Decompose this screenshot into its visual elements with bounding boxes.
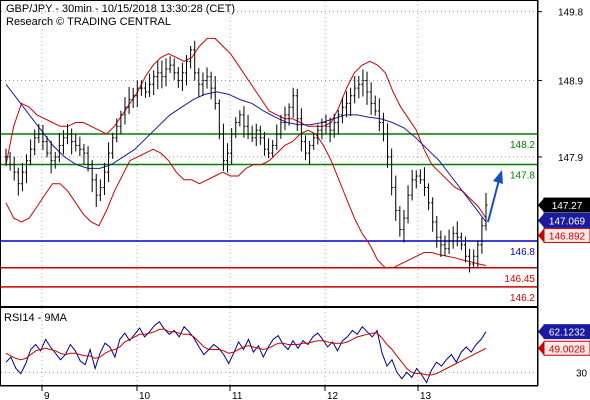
level-label-146.2: 146.2 xyxy=(510,293,535,304)
bollinger-lower-line xyxy=(5,129,487,269)
rsi-panel: RSI14 - 9MA xyxy=(0,307,538,386)
right-price-axis: 149.8 148.9 147.9 30 147.27 147.069 146.892 62.… xyxy=(537,0,590,386)
price-badge-label: 146.892 xyxy=(549,231,586,242)
time-tick-label: 11 xyxy=(232,391,243,400)
y-tick-label: 149.8 xyxy=(558,8,583,19)
time-tick-label: 12 xyxy=(327,391,339,400)
badge-pointer xyxy=(538,324,544,339)
time-axis: 9 10 11 12 13 xyxy=(0,385,538,400)
level-label-146.8: 146.8 xyxy=(510,247,535,258)
forecast-arrow-shaft xyxy=(487,179,500,223)
price-badge-label: 62.1232 xyxy=(549,328,586,339)
time-tick-label: 10 xyxy=(139,391,151,400)
level-lines: 148.2 147.8 146.8 146.45 146.2 xyxy=(1,133,537,304)
y-tick-label: 148.9 xyxy=(558,76,583,87)
badge-pointer xyxy=(538,341,544,356)
rsi-grid xyxy=(1,308,537,385)
level-label-148.2: 148.2 xyxy=(510,140,535,151)
price-panel: 148.2 147.8 146.8 146.45 146.2 GBP/JPY - 30m… xyxy=(0,0,538,307)
time-tick-label: 13 xyxy=(420,391,432,400)
rsi-ma-line xyxy=(5,328,487,376)
price-badge-label: 147.27 xyxy=(552,201,583,212)
price-bars xyxy=(4,40,488,273)
badge-pointer xyxy=(538,213,544,228)
bollinger-bands xyxy=(5,37,487,269)
rsi-tick-label: 30 xyxy=(576,368,588,379)
chart-title: GBP/JPY - 30min - 10/15/2018 13:30:28 (C… xyxy=(6,3,235,15)
price-badge xyxy=(543,197,590,213)
level-label-146.45: 146.45 xyxy=(504,274,535,285)
rsi-lines xyxy=(5,320,487,384)
price-badge xyxy=(543,324,590,340)
price-badge-label: 147.069 xyxy=(549,216,586,227)
level-label-147.8: 147.8 xyxy=(510,171,535,182)
price-badge-label: 49.0028 xyxy=(549,344,586,355)
moving-average-line xyxy=(5,83,487,223)
badge-pointer xyxy=(538,228,544,243)
forecast-arrow xyxy=(487,170,503,223)
price-badge xyxy=(543,227,590,243)
moving-average xyxy=(5,83,487,223)
chart-source: Research © TRADING CENTRAL xyxy=(6,16,171,28)
rsi-line xyxy=(5,320,487,384)
time-tick-label: 9 xyxy=(44,391,50,400)
price-badge xyxy=(543,340,590,356)
price-badge xyxy=(543,212,590,228)
badge-pointer xyxy=(538,198,544,213)
forecast-arrow-head xyxy=(493,170,503,184)
rsi-title: RSI14 - 9MA xyxy=(4,312,68,324)
y-tick-label: 147.9 xyxy=(558,153,583,164)
bollinger-upper-line xyxy=(5,37,487,219)
